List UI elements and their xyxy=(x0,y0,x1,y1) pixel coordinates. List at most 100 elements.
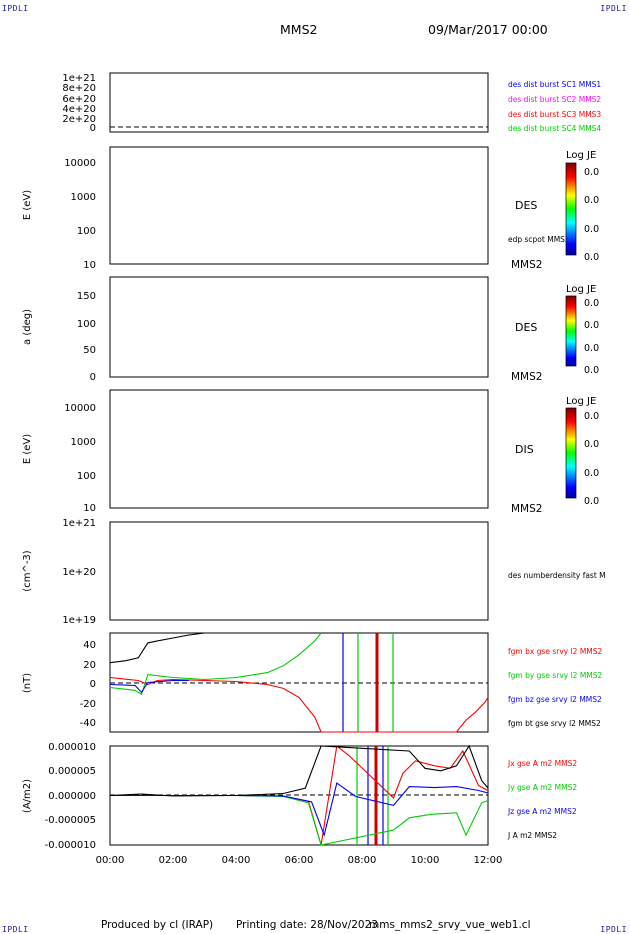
panel-2-colorbar-title: Log JE xyxy=(566,150,596,161)
panel-1-ytick: 6e+20 xyxy=(62,94,96,105)
panel-2-ylabel: E (eV) xyxy=(22,190,33,220)
panel-4-colorbar-title: Log JE xyxy=(566,396,596,407)
panel-2-colorbar-tick: 0.0 xyxy=(584,224,599,235)
corner-label-top-left: IPDLI xyxy=(2,4,29,13)
series-layer xyxy=(109,632,489,846)
time-tick-label: 12:00 xyxy=(474,855,503,866)
panel-6-series-blue xyxy=(109,679,189,694)
panel-3-colorbar-tick: 0.0 xyxy=(584,343,599,354)
panel-6-ytick: 20 xyxy=(83,660,96,671)
panel-4-ylabel: E (eV) xyxy=(22,434,33,464)
corner-label-top-right: IPDLI xyxy=(600,4,627,13)
panel-4-colorbar-tick: 0.0 xyxy=(584,468,599,479)
panel-5-ytick: 1e+19 xyxy=(62,615,96,626)
panel-2-ytick: 10000 xyxy=(64,158,96,169)
panel-3-colorbar xyxy=(565,295,577,367)
panel-7-ytick: 0.000010 xyxy=(48,742,96,753)
time-tick-label: 06:00 xyxy=(285,855,314,866)
panel-2-sc: MMS2 xyxy=(511,259,542,271)
panel-7-ytick: 0.000005 xyxy=(48,766,96,777)
panel-3-colorbar-title: Log JE xyxy=(566,284,596,295)
panel-1-frame xyxy=(109,72,489,133)
panel-7-ytick: 0.000000 xyxy=(48,791,96,802)
panel-1-ytick: 8e+20 xyxy=(62,83,96,94)
panel-4-ytick: 1000 xyxy=(71,437,96,448)
panel-7-ytick: -0.000005 xyxy=(45,815,96,826)
panel-1-legend-sc1: des dist burst SC1 MMS1 xyxy=(508,80,601,89)
panel-5-ytick: 1e+21 xyxy=(62,518,96,529)
panel-1-legend-sc3: des dist burst SC3 MMS3 xyxy=(508,110,601,119)
time-tick-label: 08:00 xyxy=(348,855,377,866)
panel-4-colorbar-tick: 0.0 xyxy=(584,439,599,450)
panel-6-ylabel: (nT) xyxy=(22,673,33,693)
panel-2-colorbar-tick: 0.0 xyxy=(584,252,599,263)
panel-4-frame xyxy=(109,389,489,509)
panel-3-ytick: 50 xyxy=(83,345,96,356)
panel-3-colorbar-tick: 0.0 xyxy=(584,365,599,376)
panel-6-legend-bz: fgm bz gse srvy l2 MMS2 xyxy=(508,695,602,704)
panel-7-series-blue xyxy=(110,782,489,837)
panel-7-legend-jz: Jz gse A m2 MMS2 xyxy=(507,807,577,816)
panel-6-series-red xyxy=(109,676,489,733)
corner-label-bottom-right: IPDLI xyxy=(600,925,627,934)
panel-2-colorbar xyxy=(565,162,577,256)
time-tick-label: 00:00 xyxy=(96,855,125,866)
panel-3-ytick: 150 xyxy=(77,291,96,302)
panel-2-extra: edp scpot MMS2 xyxy=(508,235,570,244)
panel-6-legend-bx: fgm bx gse srvy l2 MMS2 xyxy=(508,647,603,656)
panel-3-frame xyxy=(109,276,489,378)
panel-5-ytick: 1e+20 xyxy=(62,567,96,578)
panel-3-ylabel: a (deg) xyxy=(22,309,33,345)
panel-4-sc: MMS2 xyxy=(511,503,542,515)
panel-5-frame xyxy=(109,521,489,621)
panel-4-ytick: 100 xyxy=(77,471,96,482)
footer-produced-by: Produced by cl (IRAP) xyxy=(101,919,214,931)
panel-6-series-black xyxy=(109,632,205,664)
panel-1-legend-sc4: des dist burst SC4 MMS4 xyxy=(508,124,601,133)
panel-6-ytick: -20 xyxy=(80,699,96,710)
panel-7-legend-j: J A m2 MMS2 xyxy=(507,831,557,840)
panel-4-ytick: 10 xyxy=(83,503,96,514)
corner-label-bottom-left: IPDLI xyxy=(2,925,29,934)
footer-file-name: mms_mms2_srvy_vue_web1.cl xyxy=(369,919,531,931)
panel-7-series-black xyxy=(109,744,489,797)
time-tick-label: 10:00 xyxy=(411,855,440,866)
panel-7-ytick: -0.000010 xyxy=(45,840,96,851)
panel-2-instrument: DES xyxy=(515,199,537,212)
panel-1-legend-sc2: des dist burst SC2 MMS2 xyxy=(508,95,601,104)
date-title: 09/Mar/2017 00:00 xyxy=(428,22,548,37)
panel-3-ytick: 100 xyxy=(77,319,96,330)
panel-3-colorbar-tick: 0.0 xyxy=(584,298,599,309)
panel-2-colorbar-tick: 0.0 xyxy=(584,195,599,206)
panel-6-ytick: 0 xyxy=(90,679,96,690)
panel-4-ytick: 10000 xyxy=(64,403,96,414)
time-tick-label: 04:00 xyxy=(222,855,251,866)
panel-6-legend-by: fgm by gse srvy l2 MMS2 xyxy=(508,671,603,680)
panel-7-series-green xyxy=(110,794,489,846)
panel-7-ylabel: (A/m2) xyxy=(22,779,33,813)
panel-5-ylabel: (cm^-3) xyxy=(22,550,33,591)
panel-4-colorbar xyxy=(565,407,577,499)
panel-6-ytick: -40 xyxy=(80,718,96,729)
time-tick-label: 02:00 xyxy=(159,855,188,866)
panel-6-ytick: 40 xyxy=(83,640,96,651)
panel-3-instrument: DES xyxy=(515,321,537,334)
panel-1-ytick: 1e+21 xyxy=(62,73,96,84)
panel-1-ytick: 2e+20 xyxy=(62,114,96,125)
panel-6-series-green xyxy=(109,632,322,696)
panel-2-ytick: 10 xyxy=(83,260,96,271)
panel-2-colorbar-tick: 0.0 xyxy=(584,167,599,178)
panel-2-ytick: 100 xyxy=(77,226,96,237)
panel-7-legend-jy: Jy gse A m2 MMS2 xyxy=(507,783,577,792)
panel-1-ytick: 0 xyxy=(90,123,96,134)
panel-4-colorbar-tick: 0.0 xyxy=(584,411,599,422)
footer-printing-date: Printing date: 28/Nov/2023 xyxy=(236,919,378,931)
panel-3-sc: MMS2 xyxy=(511,371,542,383)
spacecraft-title: MMS2 xyxy=(280,22,318,37)
panel-2-ytick: 1000 xyxy=(71,192,96,203)
panel-4-instrument: DIS xyxy=(515,443,534,456)
panel-2-frame xyxy=(109,146,489,265)
panel-6-legend-bt: fgm bt gse srvy l2 MMS2 xyxy=(508,719,601,728)
panel-7-legend-jx: Jx gse A m2 MMS2 xyxy=(507,759,577,768)
